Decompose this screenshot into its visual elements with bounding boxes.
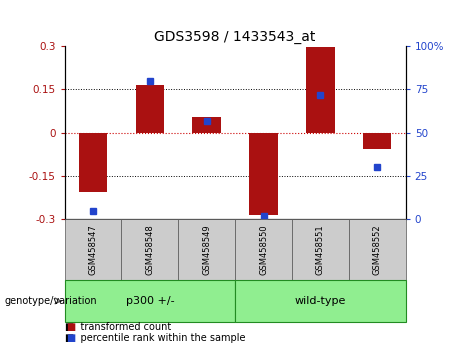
Bar (79, 133, 107, 192)
Text: GSM458549: GSM458549 (202, 224, 211, 275)
Text: genotype/variation: genotype/variation (5, 296, 97, 306)
Text: ■: ■ (66, 322, 75, 332)
Text: GSM458551: GSM458551 (316, 224, 325, 275)
Text: wild-type: wild-type (295, 296, 346, 306)
Bar (136, 85, 164, 133)
Bar (363, 133, 391, 149)
Text: GSM458548: GSM458548 (145, 224, 154, 275)
Text: p300 +/-: p300 +/- (125, 296, 174, 306)
Text: ■  percentile rank within the sample: ■ percentile rank within the sample (65, 333, 245, 343)
Text: ■: ■ (66, 333, 75, 343)
Bar (306, 47, 335, 133)
Title: GDS3598 / 1433543_at: GDS3598 / 1433543_at (154, 30, 316, 44)
Bar (249, 133, 278, 215)
Text: GSM458550: GSM458550 (259, 224, 268, 275)
Bar (193, 117, 221, 133)
Text: ■  transformed count: ■ transformed count (65, 322, 171, 332)
Text: GSM458547: GSM458547 (89, 224, 97, 275)
Text: GSM458552: GSM458552 (373, 224, 382, 275)
